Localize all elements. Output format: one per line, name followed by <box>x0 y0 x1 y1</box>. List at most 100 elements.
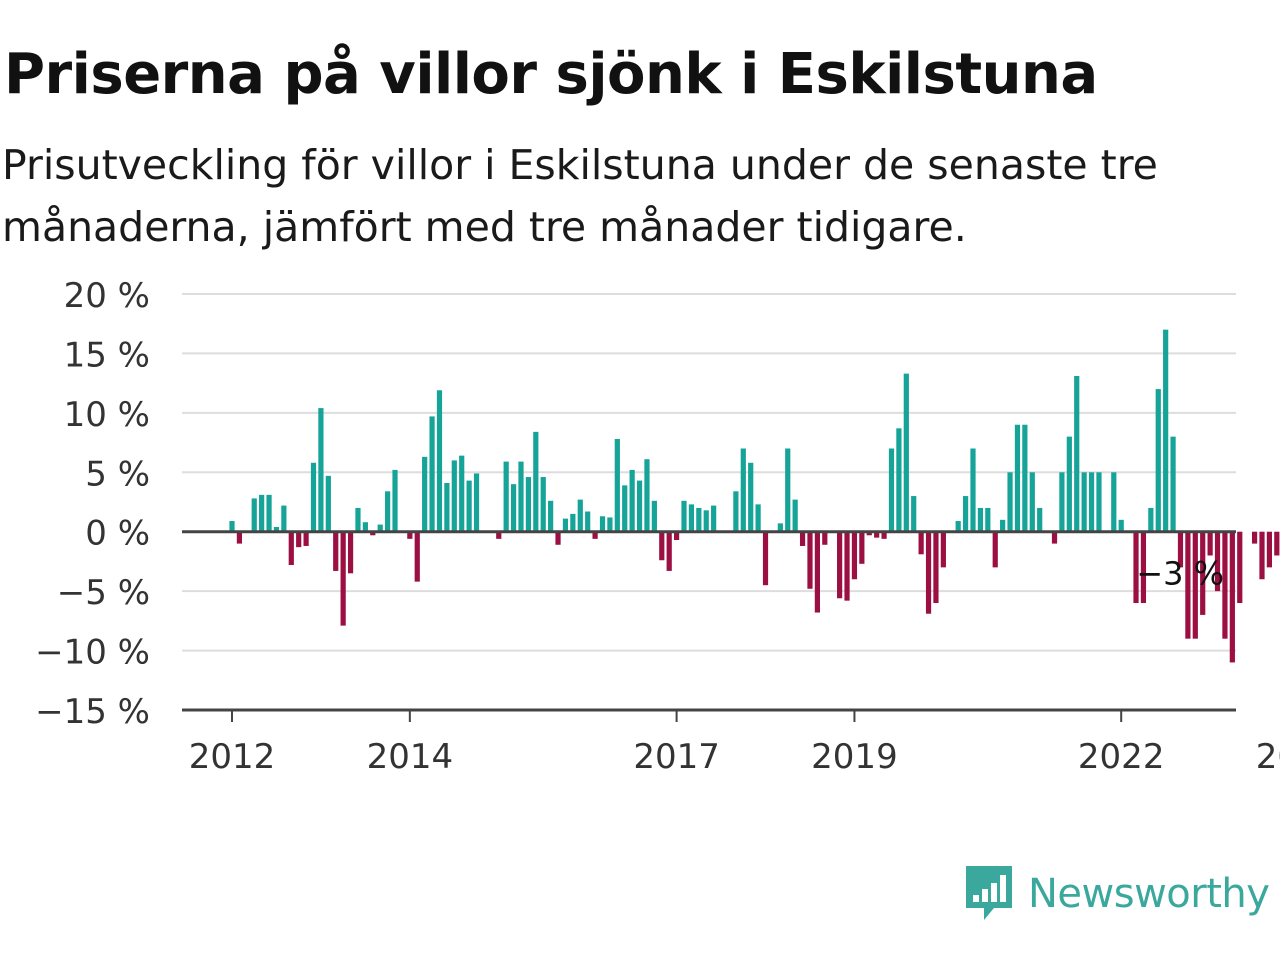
bar <box>1140 531 1147 604</box>
bar <box>755 504 761 532</box>
bar <box>503 461 509 532</box>
bar <box>422 456 428 532</box>
bar <box>629 469 635 532</box>
bar <box>1000 519 1006 532</box>
bar <box>636 480 643 532</box>
bar <box>585 511 591 532</box>
bar <box>792 499 798 532</box>
bar <box>674 531 680 541</box>
bar <box>362 522 368 532</box>
bar <box>1259 531 1265 580</box>
bar <box>1266 531 1272 568</box>
bar <box>451 460 457 532</box>
chart-subtitle: Prisutveckling för villor i Eskilstuna u… <box>2 141 1158 251</box>
x-tick-label: 2022 <box>1078 737 1165 777</box>
bar <box>340 531 346 626</box>
bar <box>347 531 354 574</box>
bar <box>436 390 443 532</box>
bar <box>385 491 391 532</box>
bar <box>851 531 858 580</box>
x-axis-labels: 2012 2014 2017 2019 2022 2024 <box>189 710 1280 777</box>
bar <box>281 505 287 532</box>
bar <box>259 494 265 532</box>
bar <box>540 477 546 532</box>
y-tick-label: −15 % <box>35 692 150 732</box>
bar <box>799 531 806 546</box>
bar <box>251 498 257 532</box>
bar <box>266 494 272 532</box>
bar <box>459 455 465 532</box>
bar <box>1014 424 1021 532</box>
x-tick-label: 2012 <box>189 737 276 777</box>
bar <box>392 469 398 532</box>
brand-logo: Newsworthy <box>964 864 1270 924</box>
bar <box>1074 376 1080 532</box>
axes <box>182 530 1236 712</box>
bar <box>1066 436 1072 532</box>
bar <box>510 484 517 532</box>
bar <box>1037 507 1043 532</box>
bar <box>607 517 613 532</box>
chart-title: Priserna på villor sjönk i Eskilstuna <box>4 42 1098 107</box>
bar <box>414 531 420 582</box>
bar <box>888 448 895 532</box>
bar <box>377 524 383 532</box>
bar <box>688 504 695 532</box>
y-tick-label: 0 % <box>85 514 150 554</box>
bar <box>985 507 991 532</box>
x-tick-label: 2014 <box>367 737 454 777</box>
bar <box>236 531 243 544</box>
y-gridlines <box>182 293 1236 711</box>
bar <box>1214 531 1221 592</box>
bar <box>1251 531 1258 544</box>
bar <box>1163 329 1169 532</box>
bar <box>1155 389 1161 532</box>
bar <box>622 485 628 532</box>
bar <box>1185 531 1191 639</box>
bar <box>925 531 932 614</box>
bar <box>1237 531 1243 604</box>
newsworthy-logo-icon <box>966 866 1012 920</box>
bar <box>466 480 472 532</box>
bar <box>1192 531 1198 639</box>
bar <box>1229 531 1235 663</box>
bar <box>525 477 531 532</box>
bar <box>666 531 672 571</box>
bar <box>1081 472 1087 532</box>
bar <box>733 491 739 532</box>
bar <box>296 531 302 548</box>
bar <box>703 510 709 532</box>
bar <box>881 531 887 539</box>
y-tick-label: 10 % <box>64 395 150 435</box>
bar <box>1148 507 1154 532</box>
bar <box>955 521 961 532</box>
y-tick-label: 15 % <box>64 335 150 375</box>
bar <box>1059 472 1065 532</box>
bar <box>940 531 946 568</box>
bar <box>473 473 480 532</box>
bar <box>933 531 939 604</box>
bar <box>577 499 583 532</box>
bar <box>533 431 539 532</box>
bar <box>1022 424 1028 532</box>
bar <box>288 531 294 565</box>
bar <box>318 408 324 532</box>
bar <box>1133 531 1139 604</box>
brand-name: Newsworthy <box>1028 871 1270 917</box>
bar <box>762 531 769 586</box>
bar <box>1274 531 1280 556</box>
y-tick-label: −10 % <box>35 633 150 673</box>
bar <box>229 521 235 532</box>
bar <box>874 531 880 538</box>
bar <box>592 531 598 539</box>
bar <box>548 500 554 532</box>
bar <box>1177 531 1184 568</box>
bar <box>962 496 969 532</box>
x-tick-label: 2017 <box>633 737 720 777</box>
bar <box>822 531 828 545</box>
bar <box>859 531 865 564</box>
bar <box>918 531 924 555</box>
bar <box>1200 531 1206 615</box>
bar <box>310 462 317 532</box>
